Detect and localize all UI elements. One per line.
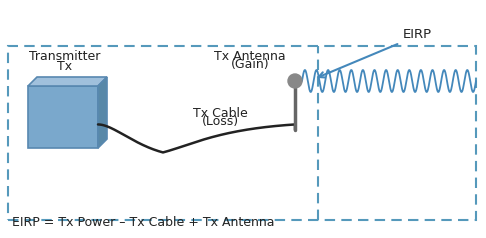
Circle shape bbox=[288, 74, 302, 88]
Polygon shape bbox=[98, 77, 107, 148]
Polygon shape bbox=[28, 77, 107, 86]
Bar bbox=[8, 46, 476, 220]
Text: Tx: Tx bbox=[57, 60, 72, 73]
Text: Tx Cable: Tx Cable bbox=[192, 107, 247, 120]
Text: Tx Antenna: Tx Antenna bbox=[214, 50, 286, 63]
Text: (Loss): (Loss) bbox=[201, 115, 239, 128]
Text: (Gain): (Gain) bbox=[231, 58, 269, 71]
Bar bbox=[28, 86, 98, 148]
Text: Transmitter: Transmitter bbox=[29, 50, 101, 63]
Text: EIRP = Tx Power – Tx Cable + Tx Antenna: EIRP = Tx Power – Tx Cable + Tx Antenna bbox=[12, 216, 275, 229]
Text: EIRP: EIRP bbox=[403, 28, 432, 41]
